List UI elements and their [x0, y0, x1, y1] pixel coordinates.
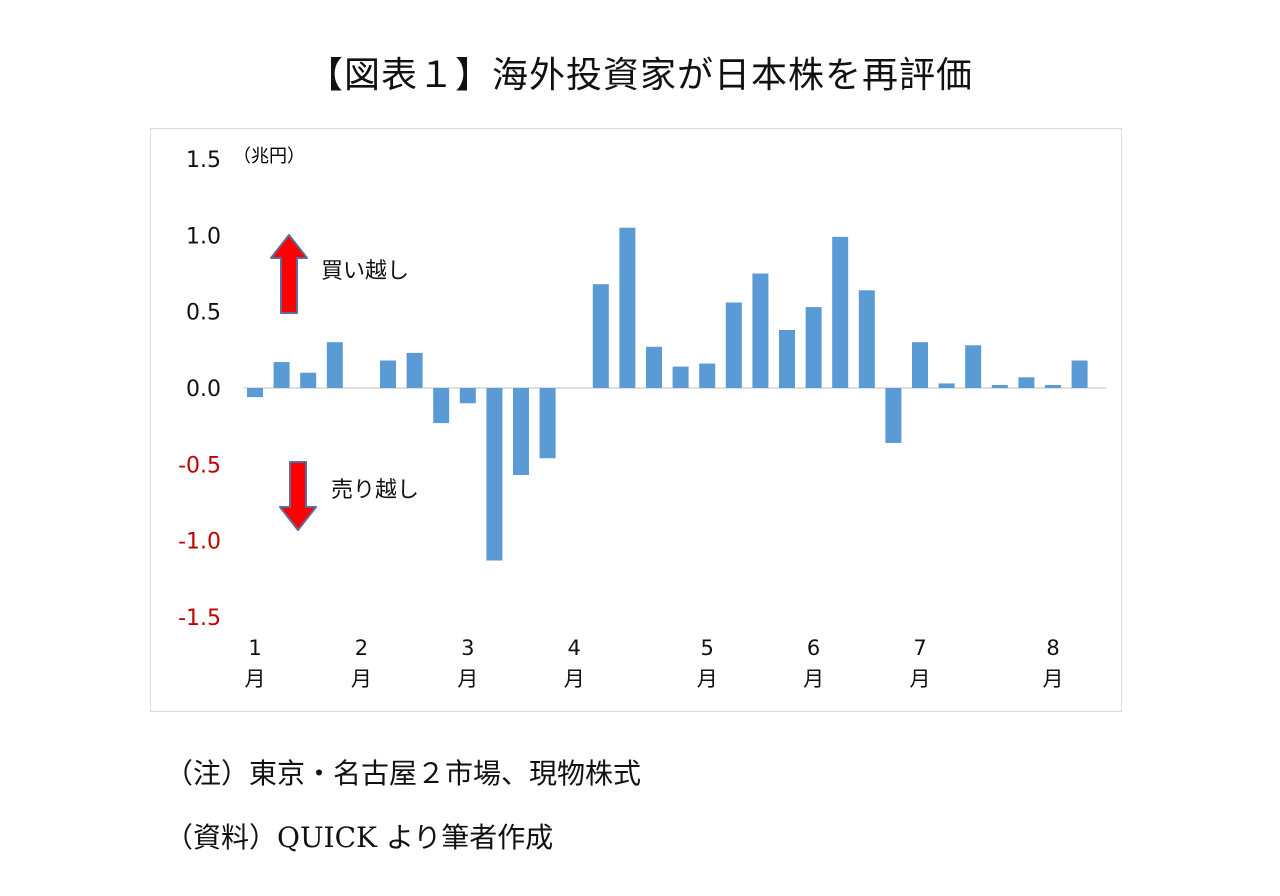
- bar: [273, 362, 290, 388]
- sell-annotation: 売り越し: [279, 461, 419, 531]
- bar: [725, 302, 742, 388]
- bar: [1018, 377, 1035, 388]
- bar: [300, 372, 317, 388]
- bar: [912, 342, 928, 388]
- bar: [646, 346, 662, 388]
- bar: [779, 329, 795, 388]
- bar: [247, 388, 263, 398]
- x-tick-month-number: 1: [248, 636, 261, 660]
- bar: [858, 290, 875, 388]
- bar: [380, 360, 396, 388]
- bar: [805, 307, 822, 388]
- source-text: （資料）QUICK より筆者作成: [165, 821, 554, 854]
- note-text: （注）東京・名古屋２市場、現物株式: [165, 757, 642, 790]
- x-tick-month-unit: 月: [245, 667, 266, 691]
- y-tick-label: 1.5: [186, 148, 221, 173]
- x-tick-month-number: 4: [568, 636, 581, 660]
- y-tick-label: 1.0: [186, 224, 221, 249]
- bar: [592, 284, 609, 388]
- bar: [326, 342, 343, 388]
- bar: [1071, 360, 1088, 388]
- bars: [247, 227, 1088, 561]
- x-axis: 1 月 2 月 3 月 4 月 5 月 6 月 7 月 8 月: [245, 636, 1064, 691]
- chart-frame: 1.5 1.0 0.5 0.0 -0.5 -1.0 -1.5 （兆円） 1 月 2 月 3 月 4 月 5 月…: [150, 128, 1122, 712]
- y-tick-label: -1.5: [178, 606, 221, 631]
- buy-label: 買い越し: [321, 259, 409, 284]
- bar: [459, 388, 476, 404]
- y-tick-label: 0.0: [186, 377, 221, 402]
- bar: [619, 227, 636, 388]
- x-tick-month-unit: 月: [457, 667, 478, 691]
- bar: [406, 352, 423, 388]
- bar: [885, 388, 902, 443]
- x-tick-month-unit: 月: [351, 667, 372, 691]
- x-tick-month-number: 7: [913, 636, 926, 660]
- unit-label: （兆円）: [233, 146, 305, 167]
- bar: [832, 236, 849, 388]
- x-tick-month-unit: 月: [1043, 667, 1064, 691]
- bar: [938, 383, 955, 388]
- y-tick-label: -1.0: [178, 530, 221, 555]
- y-tick-label: 0.5: [186, 301, 221, 326]
- x-tick-month-unit: 月: [910, 667, 931, 691]
- bar: [539, 388, 556, 459]
- x-tick-month-number: 6: [807, 636, 820, 660]
- bar: [699, 363, 716, 388]
- y-tick-label: -0.5: [178, 453, 221, 478]
- x-tick-month-number: 3: [461, 636, 474, 660]
- bar: [1045, 384, 1061, 388]
- bar: [513, 388, 529, 476]
- x-tick-month-number: 2: [355, 636, 368, 660]
- sell-label: 売り越し: [331, 478, 419, 503]
- y-axis: 1.5 1.0 0.5 0.0 -0.5 -1.0 -1.5: [178, 148, 221, 631]
- x-tick-month-number: 5: [701, 636, 714, 660]
- bar: [433, 388, 450, 424]
- bar: [672, 366, 689, 388]
- x-tick-month-number: 8: [1046, 636, 1059, 660]
- bar: [991, 384, 1008, 388]
- x-tick-month-unit: 月: [803, 667, 824, 691]
- x-tick-month-unit: 月: [564, 667, 585, 691]
- buy-annotation: 買い越し: [270, 234, 409, 314]
- bar: [965, 345, 982, 388]
- down-arrow-icon: [279, 461, 317, 531]
- bar: [752, 273, 769, 388]
- bar: [486, 388, 503, 561]
- up-arrow-icon: [270, 234, 308, 314]
- chart-title: 【図表１】海外投資家が日本株を再評価: [306, 55, 973, 96]
- x-tick-month-unit: 月: [697, 667, 718, 691]
- bar-chart: 1.5 1.0 0.5 0.0 -0.5 -1.0 -1.5 （兆円） 1 月 2 月 3 月 4 月 5 月…: [178, 146, 1107, 691]
